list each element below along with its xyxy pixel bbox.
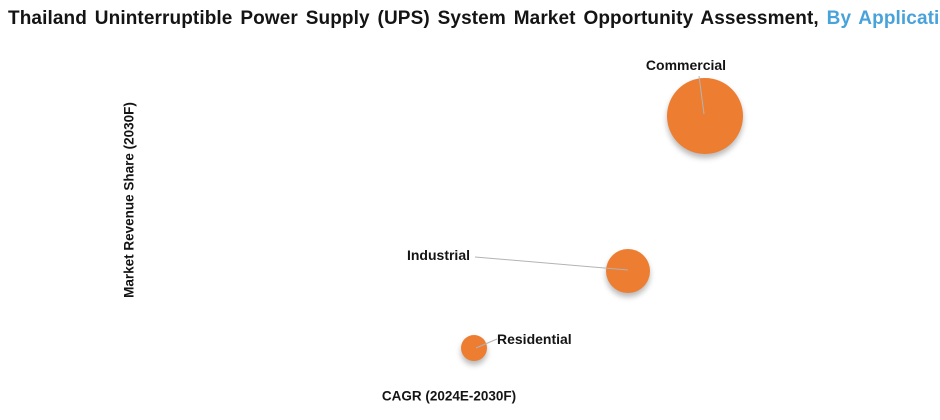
bubble-label-commercial: Commercial bbox=[645, 57, 727, 73]
x-axis-title: CAGR (2024E-2030F) bbox=[381, 388, 517, 404]
bubble-commercial bbox=[667, 78, 743, 154]
y-axis-title: Market Revenue Share (2030F) bbox=[121, 102, 137, 298]
leader-line-industrial bbox=[474, 256, 629, 271]
bubble-industrial bbox=[606, 249, 650, 293]
bubble-label-industrial: Industrial bbox=[406, 247, 470, 263]
chart-title: Thailand Uninterruptible Power Supply (U… bbox=[8, 8, 940, 30]
chart-title-highlight: By Applications bbox=[826, 8, 940, 29]
bubble-label-residential: Residential bbox=[497, 331, 572, 347]
chart-title-main: Thailand Uninterruptible Power Supply (U… bbox=[8, 8, 819, 29]
bubble-residential bbox=[461, 335, 487, 361]
